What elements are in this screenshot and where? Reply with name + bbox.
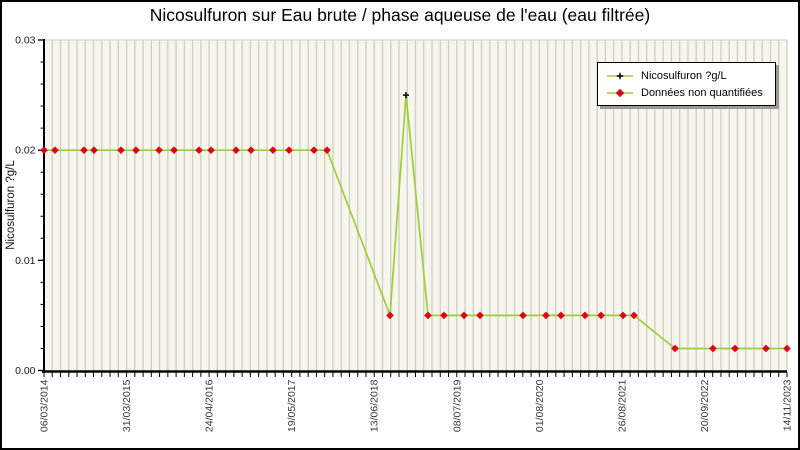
non-quantified-point-marker [269, 146, 277, 154]
x-axis-tick-label: 14/11/2023 [782, 379, 794, 431]
x-axis-tick-label: 31/03/2015 [121, 379, 133, 432]
non-quantified-point-marker [155, 146, 163, 154]
non-quantified-marker-icon [607, 88, 633, 97]
legend-label-non-quantified: Données non quantifiées [641, 86, 763, 99]
quantified-marker-icon [607, 72, 633, 79]
non-quantified-point-marker [619, 311, 627, 320]
non-quantified-point-marker [323, 146, 331, 154]
x-axis-tick-label: 24/04/2016 [204, 379, 216, 432]
non-quantified-point-marker [476, 311, 484, 320]
y-axis-tick-label: 0.00 [15, 365, 36, 377]
non-quantified-point-marker [232, 146, 240, 154]
non-quantified-point-marker [195, 146, 203, 154]
x-axis-tick-label: 19/05/2017 [286, 379, 298, 432]
x-axis-tick-label: 20/09/2022 [699, 379, 711, 432]
non-quantified-point-marker [783, 344, 791, 353]
non-quantified-point-marker [170, 146, 178, 154]
data-line [44, 95, 787, 350]
legend: Nicosulfuron ?g/L Données non quantifiée… [597, 62, 776, 106]
non-quantified-point-marker [597, 311, 605, 320]
diamond-marker-icon [615, 88, 625, 97]
non-quantified-point-marker [40, 146, 48, 154]
non-quantified-point-marker [90, 146, 98, 154]
non-quantified-point-marker [117, 146, 125, 154]
non-quantified-point-marker [132, 146, 140, 154]
non-quantified-point-marker [80, 146, 88, 154]
non-quantified-point-marker [519, 311, 527, 320]
non-quantified-point-marker [709, 344, 717, 353]
non-quantified-point-marker [731, 344, 739, 353]
non-quantified-point-marker [424, 311, 432, 320]
non-quantified-point-marker [207, 146, 215, 154]
non-quantified-point-marker [671, 344, 679, 353]
non-quantified-point-marker [542, 311, 550, 320]
plus-marker-icon [616, 72, 624, 79]
non-quantified-point-marker [247, 146, 255, 154]
non-quantified-point-marker [310, 146, 318, 154]
non-quantified-point-marker [285, 146, 293, 154]
non-quantified-point-marker [581, 311, 589, 320]
x-axis-tick-label: 08/07/2019 [451, 379, 463, 432]
quantified-point-marker [402, 92, 409, 99]
legend-label-quantified: Nicosulfuron ?g/L [641, 69, 727, 82]
y-axis-tick-label: 0.02 [15, 145, 36, 157]
non-quantified-point-marker [762, 344, 770, 353]
x-axis-tick-label: 01/08/2020 [534, 379, 546, 432]
x-axis-tick-label: 26/08/2021 [616, 379, 628, 432]
non-quantified-point-marker [630, 311, 638, 320]
non-quantified-point-marker [51, 146, 59, 154]
non-quantified-point-marker [440, 311, 448, 320]
x-axis-tick-label: 13/06/2018 [369, 379, 381, 432]
non-quantified-point-marker [557, 311, 565, 320]
chart-title: Nicosulfuron sur Eau brute / phase aqueu… [149, 5, 651, 25]
legend-item-quantified: Nicosulfuron ?g/L [606, 67, 763, 84]
legend-item-non-quantified: Données non quantifiées [606, 84, 763, 101]
x-axis-tick-label: 06/03/2014 [39, 379, 51, 432]
non-quantified-point-marker [460, 311, 468, 320]
y-axis-tick-label: 0.03 [15, 35, 36, 47]
non-quantified-point-marker [386, 311, 394, 320]
y-axis-tick-label: 0.01 [15, 255, 36, 267]
